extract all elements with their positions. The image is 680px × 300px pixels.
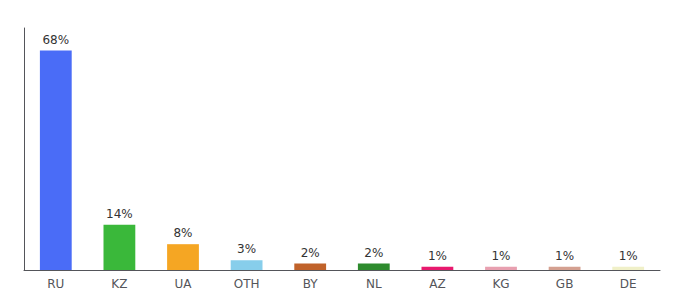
svg-text:3%: 3% <box>237 242 256 256</box>
svg-text:GB: GB <box>556 277 574 291</box>
svg-text:2%: 2% <box>301 246 320 260</box>
svg-text:RU: RU <box>47 277 64 291</box>
svg-text:1%: 1% <box>491 249 510 263</box>
svg-text:NL: NL <box>366 277 382 291</box>
svg-text:68%: 68% <box>42 33 69 47</box>
svg-text:OTH: OTH <box>234 277 260 291</box>
svg-text:DE: DE <box>620 277 637 291</box>
svg-text:14%: 14% <box>106 207 133 221</box>
svg-text:KG: KG <box>492 277 509 291</box>
svg-text:8%: 8% <box>173 226 192 240</box>
svg-text:1%: 1% <box>555 249 574 263</box>
svg-text:1%: 1% <box>428 249 447 263</box>
svg-text:AZ: AZ <box>429 277 445 291</box>
svg-text:2%: 2% <box>364 246 383 260</box>
svg-text:1%: 1% <box>619 249 638 263</box>
svg-text:BY: BY <box>303 277 319 291</box>
svg-text:KZ: KZ <box>111 277 127 291</box>
svg-text:UA: UA <box>175 277 193 291</box>
